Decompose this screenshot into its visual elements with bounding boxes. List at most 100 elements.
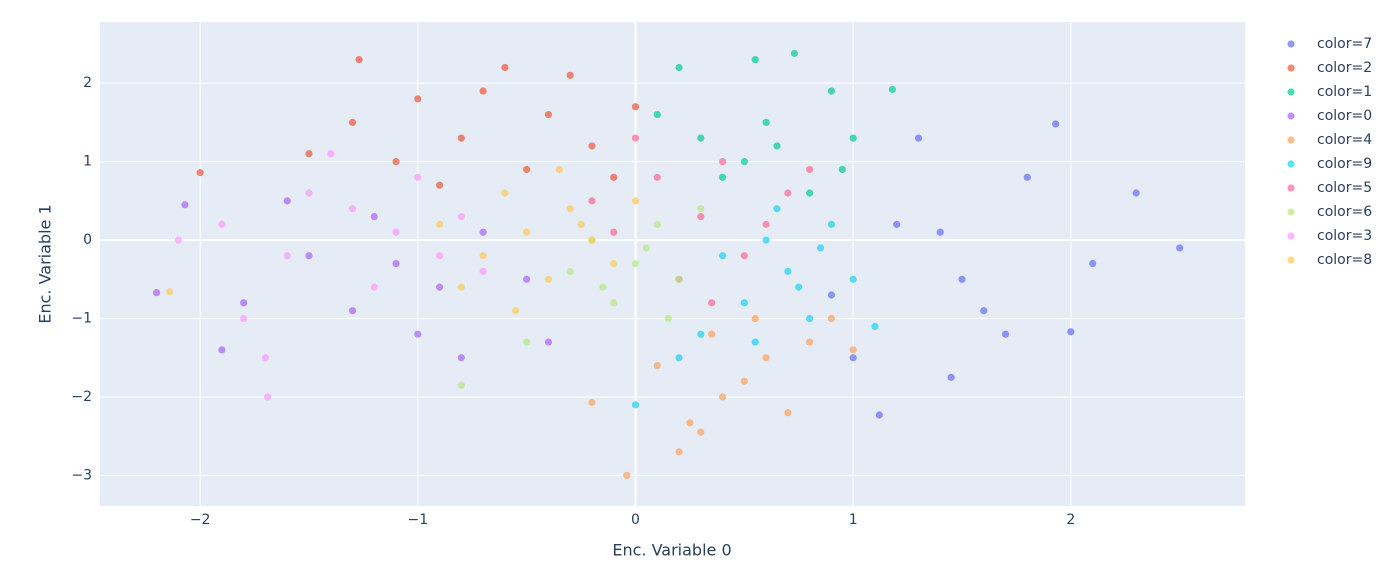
x-tick-label: −2 xyxy=(190,512,211,528)
legend-marker xyxy=(1287,136,1295,144)
point xyxy=(827,314,836,323)
point xyxy=(849,134,857,142)
legend-label: color=0 xyxy=(1317,108,1372,124)
legend-label: color=3 xyxy=(1317,228,1372,244)
point xyxy=(523,228,531,236)
legend-label: color=6 xyxy=(1317,204,1372,220)
point xyxy=(697,205,705,213)
point xyxy=(642,244,650,252)
point xyxy=(784,267,792,276)
point xyxy=(631,134,640,142)
point xyxy=(479,228,487,236)
plot-background xyxy=(100,22,1245,506)
point xyxy=(653,110,661,119)
point xyxy=(697,212,705,221)
point xyxy=(849,354,857,362)
point xyxy=(958,275,966,283)
y-axis-title: Enc. Variable 1 xyxy=(36,204,55,323)
x-axis-title: Enc. Variable 0 xyxy=(612,541,731,560)
point xyxy=(283,197,291,205)
legend-marker xyxy=(1287,208,1295,216)
point xyxy=(327,150,335,158)
point xyxy=(240,299,248,307)
point xyxy=(697,428,705,436)
point xyxy=(740,252,748,260)
point xyxy=(610,260,618,268)
point xyxy=(1089,260,1097,268)
y-tick-label: 2 xyxy=(83,75,92,91)
point xyxy=(599,283,607,291)
legend-marker xyxy=(1287,232,1295,240)
point xyxy=(577,220,585,228)
point xyxy=(751,314,759,323)
point xyxy=(718,173,727,181)
legend-marker xyxy=(1287,40,1295,48)
point xyxy=(435,283,444,291)
point xyxy=(708,330,716,338)
point xyxy=(566,71,574,79)
y-tick-label: −3 xyxy=(71,467,92,483)
point xyxy=(512,307,520,315)
point xyxy=(218,346,226,354)
point xyxy=(566,267,574,276)
point xyxy=(414,95,422,103)
point xyxy=(664,314,672,323)
point xyxy=(795,283,803,291)
point xyxy=(610,228,618,236)
point xyxy=(392,158,400,166)
point xyxy=(588,197,596,205)
point xyxy=(264,393,272,401)
point xyxy=(773,205,781,213)
point xyxy=(457,354,465,362)
point xyxy=(806,189,814,197)
point xyxy=(849,346,857,354)
point xyxy=(947,373,955,381)
legend-label: color=9 xyxy=(1317,156,1372,172)
point xyxy=(218,220,226,228)
point xyxy=(152,289,161,297)
point xyxy=(588,236,596,244)
point xyxy=(457,283,465,291)
point xyxy=(181,201,189,209)
point xyxy=(675,275,683,283)
point xyxy=(501,189,509,197)
legend-marker xyxy=(1287,112,1295,120)
point xyxy=(762,118,770,127)
legend-marker xyxy=(1287,64,1295,72)
point xyxy=(523,165,531,174)
point xyxy=(623,471,631,480)
point xyxy=(718,393,727,401)
point xyxy=(283,252,291,260)
point xyxy=(1176,244,1184,252)
point xyxy=(392,260,400,268)
point xyxy=(457,134,465,142)
point xyxy=(305,150,313,158)
point xyxy=(305,252,313,260)
point xyxy=(718,158,727,166)
point xyxy=(871,322,879,330)
point xyxy=(827,87,836,95)
point xyxy=(240,314,248,323)
point xyxy=(414,330,422,338)
point xyxy=(936,228,944,236)
y-tick-label: −2 xyxy=(71,389,92,405)
point xyxy=(555,165,563,174)
legend-label: color=5 xyxy=(1317,180,1372,196)
point xyxy=(1132,189,1140,197)
point xyxy=(457,381,465,389)
x-tick-label: 0 xyxy=(631,512,640,528)
point xyxy=(479,267,487,276)
point xyxy=(544,110,553,119)
point xyxy=(762,236,770,244)
point xyxy=(435,220,444,228)
point xyxy=(174,236,182,244)
point xyxy=(827,291,836,299)
x-tick-label: −1 xyxy=(407,512,428,528)
point xyxy=(631,197,640,205)
point xyxy=(806,165,814,174)
point xyxy=(675,448,683,456)
point xyxy=(435,252,444,260)
point xyxy=(1067,328,1075,336)
points xyxy=(152,49,1184,480)
point xyxy=(523,338,531,346)
